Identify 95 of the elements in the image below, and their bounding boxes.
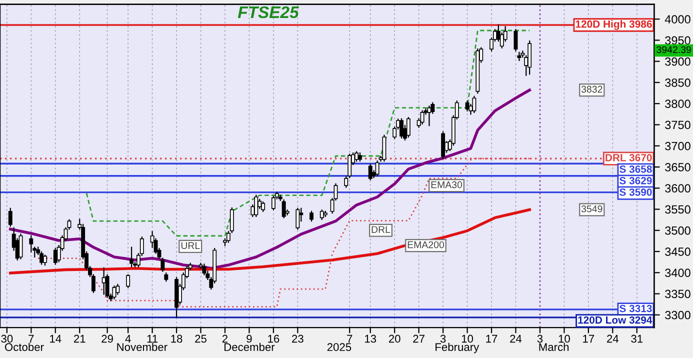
line-series xyxy=(8,208,531,274)
x-tick-label: 3 xyxy=(440,334,446,343)
candlestick xyxy=(441,131,446,160)
ref-line-label: S 3590 xyxy=(620,188,652,196)
annotation: 3549 xyxy=(581,205,602,212)
x-tick-label: 24 xyxy=(607,334,619,343)
candlestick xyxy=(310,210,314,222)
y-tick-label: 3800 xyxy=(665,100,690,108)
x-tick-label: 20 xyxy=(388,334,400,343)
x-tick-label: 7 xyxy=(28,334,34,343)
ref-line-label: S 3658 xyxy=(620,165,652,173)
candlestick xyxy=(53,248,58,265)
x-tick-label: 31 xyxy=(631,334,643,343)
x-tick-label: 17 xyxy=(583,334,594,343)
x-tick-label: 21 xyxy=(74,334,86,343)
text: 3942.39 xyxy=(656,46,691,54)
ref-line-label: S 3313 xyxy=(620,304,652,312)
y-tick-label: 3700 xyxy=(665,142,690,150)
candlestick xyxy=(517,52,522,62)
candlestick xyxy=(465,100,470,112)
candlestick xyxy=(296,208,300,230)
candlestick xyxy=(18,234,23,260)
x-tick-label: 16 xyxy=(268,334,280,343)
ref-line-label: 120D Low 3294 xyxy=(578,316,652,324)
candlestick xyxy=(420,110,424,124)
y-tick-label: 3750 xyxy=(665,120,690,130)
annotation: 3832 xyxy=(581,86,602,93)
x2-tick-label: December xyxy=(224,342,275,352)
x2-tick-label: October xyxy=(4,342,44,352)
annotation: URL xyxy=(181,242,200,250)
annotation: EMA200 xyxy=(408,241,444,248)
y-tick-label: 3350 xyxy=(665,290,690,298)
x-tick-label: 24 xyxy=(510,334,522,343)
y-tick-label: 4000 xyxy=(664,15,690,24)
candlestick xyxy=(472,96,476,114)
y-tick-label: 3850 xyxy=(665,78,690,87)
candlestick xyxy=(382,134,386,162)
ref-line-label: 120D High 3986 xyxy=(576,20,652,30)
x-tick-label: 30 xyxy=(1,334,13,343)
y-tick-label: 3400 xyxy=(665,268,690,278)
y-tick-label: 3300 xyxy=(665,310,690,320)
candlestick xyxy=(8,208,12,227)
x-tick-label: 23 xyxy=(292,334,304,343)
candlestick xyxy=(261,202,266,212)
x-tick-label: 10 xyxy=(462,334,474,343)
annotation: EMA30 xyxy=(431,181,462,188)
candlestick xyxy=(230,207,234,234)
x2-tick-label: November xyxy=(117,342,168,352)
chart-title: FTSE25 xyxy=(238,6,299,18)
candlestick xyxy=(43,254,47,266)
candlestick xyxy=(160,258,165,272)
x-tick-label: 18 xyxy=(171,334,182,343)
candlestick xyxy=(406,116,410,138)
candlestick xyxy=(400,118,404,138)
candlestick xyxy=(354,151,358,162)
x-tick-label: 13 xyxy=(365,334,376,343)
candlestick xyxy=(282,199,286,218)
annotation: DRL xyxy=(372,226,390,233)
candlestick xyxy=(254,194,258,217)
x-tick-label: 3 xyxy=(537,334,543,343)
candlestick xyxy=(226,231,230,243)
candlestick xyxy=(130,246,134,268)
x-tick-label: 11 xyxy=(147,334,158,343)
y-tick-label: 3650 xyxy=(665,163,690,172)
ref-line-label: DRL 3670 xyxy=(606,154,652,162)
x-tick-label: 10 xyxy=(558,334,570,343)
candlestick xyxy=(368,164,372,180)
x-tick-label: 17 xyxy=(486,334,498,343)
x-tick-label: 4 xyxy=(125,334,131,343)
candlestick xyxy=(126,274,130,288)
x-tick-label: 9 xyxy=(246,334,252,343)
candlestick xyxy=(112,286,116,300)
y-tick-label: 3500 xyxy=(665,226,690,235)
y-tick-label: 3600 xyxy=(665,184,690,193)
line-series xyxy=(86,30,530,237)
candlestick xyxy=(528,40,532,75)
candlestick xyxy=(29,235,34,252)
x2-tick-label: February xyxy=(436,342,480,354)
x-tick-label: 25 xyxy=(195,334,206,343)
candlestick xyxy=(375,160,380,176)
ref-line-label: S 3629 xyxy=(620,176,652,184)
y-tick-label: 3550 xyxy=(665,205,690,214)
y-tick-label: 3950 xyxy=(665,36,690,45)
y-tick-label: 3450 xyxy=(665,248,690,256)
x-tick-label: 29 xyxy=(102,334,113,343)
x-tick-label: 7 xyxy=(347,334,352,343)
x2-tick-label: March xyxy=(539,342,569,352)
x-tick-label: 2 xyxy=(222,334,228,343)
candlestick xyxy=(320,210,324,220)
candlestick xyxy=(271,196,276,210)
x-tick-label: 27 xyxy=(413,334,424,343)
candlestick xyxy=(427,106,432,126)
y-tick-label: 3900 xyxy=(665,57,690,66)
x2-tick-label: 2025 xyxy=(327,343,352,352)
x-tick-label: 14 xyxy=(50,334,62,343)
